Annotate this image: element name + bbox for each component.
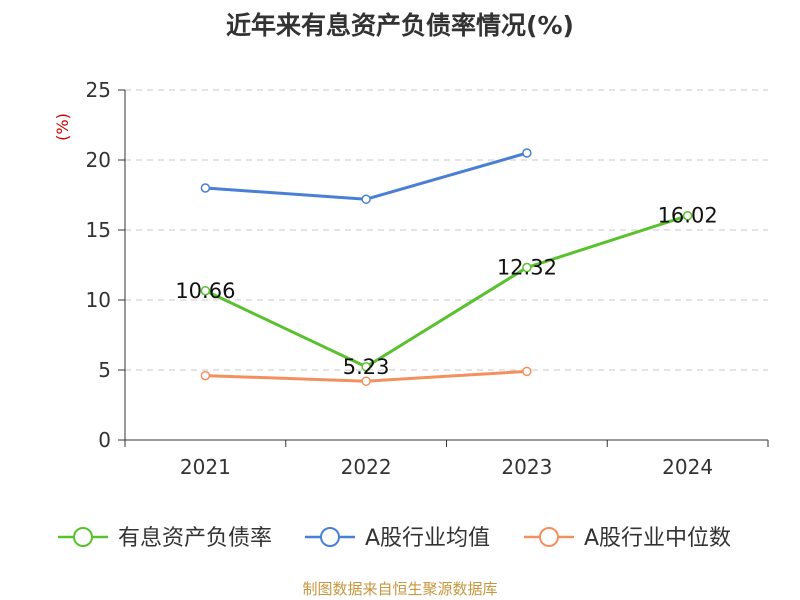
data-source-note: 制图数据来自恒生聚源数据库 [302, 580, 498, 598]
data-point-2-2021 [200, 370, 211, 381]
data-point-0-2022 [361, 362, 371, 372]
legend-label-0: 有息资产负债率 [118, 526, 272, 551]
legend-marker-2 [539, 527, 559, 547]
series-lines [200, 148, 693, 386]
y-tick-label-10: 10 [86, 288, 111, 312]
legend-item-1[interactable]: A股行业均值 [305, 526, 490, 551]
series-line-0 [204, 214, 689, 369]
data-label-2021: 10.66 [175, 279, 235, 303]
data-point-2-2023 [522, 366, 532, 377]
data-point-0-2021 [200, 286, 211, 296]
legend[interactable]: 有息资产负债率 A股行业均值 A股行业中位数 [58, 526, 731, 551]
axes: 0 5 10 15 20 25 2021 2022 2023 2024 [86, 78, 769, 479]
data-point-1-2021 [200, 183, 211, 193]
legend-label-2: A股行业中位数 [584, 526, 731, 551]
data-point-1-2023 [522, 148, 532, 158]
y-tick-label-20: 20 [86, 148, 111, 172]
data-point-0-2023 [522, 262, 532, 273]
legend-marker-1 [320, 527, 340, 547]
x-tick-label-2021: 2021 [180, 455, 231, 479]
legend-label-1: A股行业均值 [365, 526, 490, 551]
data-label-2024: 16.02 [658, 204, 718, 228]
grid-lines [125, 89, 768, 371]
y-tick-label-0: 0 [98, 428, 111, 452]
data-point-2-2022 [361, 376, 371, 386]
data-point-0-2024 [682, 210, 693, 221]
chart-title: 近年来有息资产负债率情况(%) [226, 11, 574, 40]
x-tick-label-2024: 2024 [662, 455, 713, 479]
y-tick-label-15: 15 [86, 218, 111, 242]
y-tick-label-5: 5 [98, 358, 111, 382]
x-tick-label-2023: 2023 [501, 455, 552, 479]
legend-item-2[interactable]: A股行业中位数 [524, 526, 731, 551]
x-tick-label-2022: 2022 [341, 455, 392, 479]
data-label-2022: 5.23 [343, 355, 390, 379]
legend-marker-0 [73, 527, 93, 547]
data-label-2023: 12.32 [497, 256, 557, 280]
legend-item-0[interactable]: 有息资产负债率 [58, 526, 272, 551]
y-axis-label: (%) [53, 113, 72, 141]
y-tick-label-25: 25 [86, 78, 111, 102]
data-point-1-2022 [361, 194, 371, 204]
data-labels: 10.66 5.23 12.32 16.02 [175, 204, 717, 379]
